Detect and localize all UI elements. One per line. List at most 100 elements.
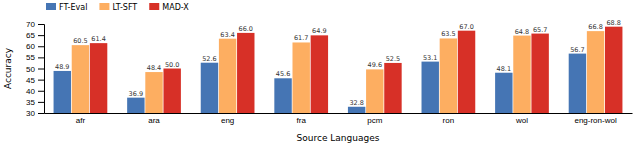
y-tick-mark (38, 24, 44, 25)
y-tick: 50 (26, 65, 44, 74)
data-label: 61.7 (294, 34, 308, 42)
x-tick: afr (76, 116, 86, 125)
y-tick-label: 40 (26, 87, 35, 96)
data-label: 48.9 (55, 63, 69, 71)
y-tick-label: 60 (26, 42, 35, 51)
legend-swatch (99, 3, 109, 10)
bar (366, 69, 383, 113)
bar (458, 31, 475, 113)
legend-item: FT-Eval (46, 3, 87, 12)
y-tick-mark (38, 113, 44, 114)
bar (54, 71, 71, 113)
bar (531, 34, 548, 113)
y-tick-mark (38, 46, 44, 47)
y-tick-label: 70 (26, 20, 35, 29)
data-label: 63.4 (220, 31, 234, 39)
data-labels: 48.936.952.645.632.853.148.156.760.548.4… (55, 19, 621, 107)
y-tick-mark (38, 57, 44, 58)
data-label: 68.8 (606, 19, 620, 27)
x-tick: ron (443, 116, 455, 125)
data-label: 64.8 (515, 28, 529, 36)
x-tick-label: afr (76, 116, 86, 125)
legend-item: MAD-X (149, 3, 189, 12)
legend-swatch (46, 3, 56, 10)
data-label: 49.6 (368, 61, 382, 69)
y-axis-title: Accuracy (3, 47, 13, 89)
y-tick-mark (38, 91, 44, 92)
y-tick: 45 (26, 76, 44, 85)
data-label: 53.1 (423, 54, 437, 62)
data-label: 66.8 (588, 23, 602, 31)
x-tick-label: fra (297, 116, 307, 125)
bar (587, 31, 604, 113)
y-tick: 30 (26, 109, 44, 118)
y-tick: 70 (26, 20, 44, 29)
x-tick-label: pcm (367, 116, 382, 125)
bar (237, 33, 254, 113)
data-label: 52.6 (202, 55, 216, 63)
x-tick: ara (148, 116, 160, 125)
bar (384, 63, 401, 113)
bar (219, 39, 236, 113)
data-label: 48.4 (147, 64, 161, 72)
y-tick-label: 50 (26, 65, 35, 74)
y-tick-label: 35 (26, 98, 35, 107)
y-axis-line (38, 25, 45, 114)
y-tick-label: 45 (26, 76, 35, 85)
x-tick-label: wol (515, 116, 528, 125)
data-label: 64.9 (312, 27, 326, 35)
data-label: 52.5 (386, 55, 400, 63)
legend: FT-Eval LT-SFT MAD-X (46, 3, 189, 12)
y-tick-label: 30 (26, 109, 35, 118)
data-label: 60.5 (73, 37, 87, 45)
legend-swatch (149, 3, 159, 10)
bar (569, 54, 586, 113)
y-tick-label: 65 (26, 31, 35, 40)
data-label: 56.7 (570, 46, 584, 54)
data-label: 61.4 (91, 35, 105, 43)
data-label: 66.0 (239, 25, 253, 33)
bars (54, 27, 623, 113)
bar (127, 98, 144, 113)
bar (72, 45, 89, 113)
y-tick: 65 (26, 31, 44, 40)
legend-label: FT-Eval (59, 3, 87, 12)
bar (163, 69, 180, 114)
x-tick-label: ron (443, 116, 455, 125)
bar (145, 72, 162, 113)
data-label: 63.5 (441, 30, 455, 38)
bar (90, 43, 107, 113)
y-tick-mark (38, 80, 44, 81)
data-label: 32.8 (349, 99, 363, 107)
y-tick-mark (38, 35, 44, 36)
x-tick: fra (297, 116, 307, 125)
y-tick: 40 (26, 87, 44, 96)
x-tick: wol (515, 116, 528, 125)
bar (513, 36, 530, 113)
y-axis: 30 35 40 45 50 55 60 65 70 (26, 20, 44, 118)
data-label: 50.0 (165, 61, 179, 69)
bar (292, 42, 309, 113)
data-label: 48.1 (497, 65, 511, 73)
bar (348, 107, 365, 113)
y-tick: 60 (26, 42, 44, 51)
bar (201, 63, 218, 113)
x-axis-title: Source Languages (297, 133, 380, 143)
bar (422, 62, 439, 113)
x-tick: eng-ron-wol (574, 116, 616, 125)
y-tick-label: 55 (26, 53, 35, 62)
bar (311, 35, 328, 113)
y-tick: 55 (26, 53, 44, 62)
x-tick: eng (221, 116, 234, 125)
x-axis-line (45, 113, 633, 114)
x-tick-label: ara (148, 116, 160, 125)
y-tick-mark (38, 69, 44, 70)
plot: 30 35 40 45 50 55 60 65 70 afr ara eng fra pcm ron wol e… (26, 19, 632, 125)
x-axis: afr ara eng fra pcm ron wol eng-ron-wol (45, 114, 633, 125)
x-tick-label: eng (221, 116, 234, 125)
data-label: 67.0 (459, 23, 473, 31)
legend-item: LT-SFT (99, 3, 137, 12)
bar (440, 38, 457, 113)
bar (605, 27, 622, 113)
y-tick: 35 (26, 98, 44, 107)
